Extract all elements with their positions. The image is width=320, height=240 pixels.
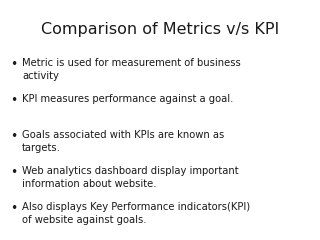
Text: KPI measures performance against a goal.: KPI measures performance against a goal. (22, 94, 233, 104)
Text: Metric is used for measurement of business
activity: Metric is used for measurement of busine… (22, 58, 241, 81)
Text: Also displays Key Performance indicators(KPI)
of website against goals.: Also displays Key Performance indicators… (22, 202, 250, 225)
Text: •: • (10, 202, 18, 215)
Text: •: • (10, 58, 18, 71)
Text: •: • (10, 130, 18, 143)
Text: •: • (10, 166, 18, 179)
Text: Goals associated with KPIs are known as
targets.: Goals associated with KPIs are known as … (22, 130, 224, 153)
Text: Web analytics dashboard display important
information about website.: Web analytics dashboard display importan… (22, 166, 239, 189)
Text: Comparison of Metrics v/s KPI: Comparison of Metrics v/s KPI (41, 22, 279, 37)
Text: •: • (10, 94, 18, 107)
